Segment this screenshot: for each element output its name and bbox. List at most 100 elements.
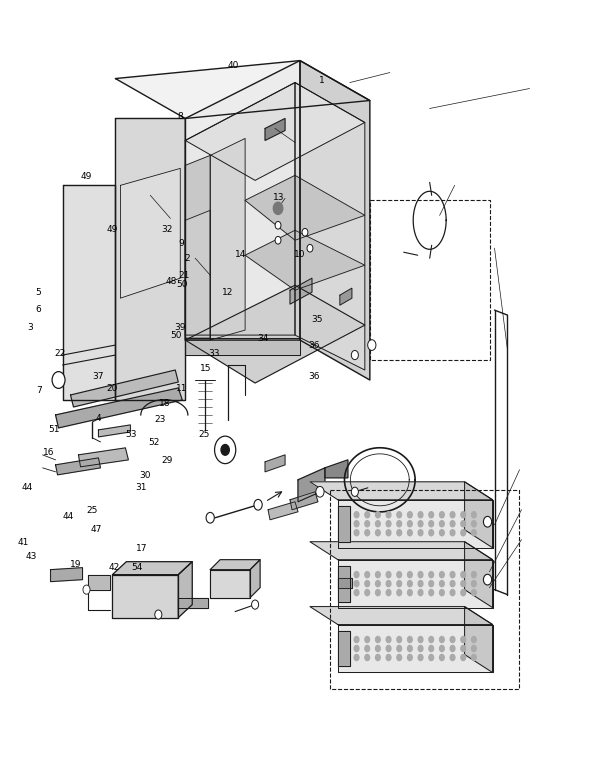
Polygon shape (300, 60, 370, 380)
Circle shape (418, 521, 423, 527)
Circle shape (440, 581, 444, 587)
Circle shape (354, 571, 359, 578)
Text: 20: 20 (106, 384, 117, 393)
Polygon shape (338, 565, 350, 601)
Polygon shape (210, 138, 245, 340)
Circle shape (375, 521, 380, 527)
Text: 50: 50 (171, 330, 182, 340)
Circle shape (408, 571, 412, 578)
Polygon shape (78, 448, 129, 467)
Text: 1: 1 (319, 76, 324, 86)
Circle shape (471, 636, 476, 643)
Circle shape (408, 646, 412, 652)
Circle shape (375, 571, 380, 578)
Circle shape (375, 581, 380, 587)
Circle shape (408, 654, 412, 660)
Circle shape (83, 585, 90, 594)
Circle shape (440, 646, 444, 652)
Text: 12: 12 (222, 288, 233, 297)
Text: 4: 4 (95, 414, 101, 423)
Circle shape (429, 636, 434, 643)
Polygon shape (464, 607, 493, 672)
Circle shape (429, 512, 434, 518)
Circle shape (440, 529, 444, 536)
Circle shape (52, 372, 65, 389)
Circle shape (461, 636, 466, 643)
Circle shape (397, 646, 402, 652)
Polygon shape (113, 575, 178, 617)
Circle shape (397, 581, 402, 587)
Polygon shape (55, 458, 100, 475)
Circle shape (386, 512, 391, 518)
Text: 8: 8 (178, 112, 183, 122)
Circle shape (429, 654, 434, 660)
Text: 2: 2 (185, 254, 190, 263)
Circle shape (386, 636, 391, 643)
Circle shape (354, 512, 359, 518)
Circle shape (408, 581, 412, 587)
Circle shape (450, 521, 455, 527)
Circle shape (215, 436, 236, 464)
Circle shape (429, 646, 434, 652)
Circle shape (408, 636, 412, 643)
Circle shape (251, 600, 258, 609)
Text: 47: 47 (90, 525, 102, 534)
Text: 34: 34 (257, 334, 268, 343)
Circle shape (440, 512, 444, 518)
Circle shape (365, 636, 369, 643)
Circle shape (354, 646, 359, 652)
Circle shape (450, 512, 455, 518)
Text: 15: 15 (200, 364, 211, 373)
Circle shape (418, 512, 423, 518)
Circle shape (440, 571, 444, 578)
Circle shape (221, 444, 230, 455)
Text: 36: 36 (308, 372, 319, 381)
Text: 18: 18 (159, 399, 170, 409)
Polygon shape (290, 278, 312, 304)
Polygon shape (210, 560, 260, 570)
Circle shape (408, 512, 412, 518)
Text: 10: 10 (294, 249, 305, 259)
Circle shape (354, 654, 359, 660)
Polygon shape (71, 370, 178, 407)
Text: 53: 53 (126, 430, 137, 439)
Polygon shape (338, 560, 493, 607)
Circle shape (386, 646, 391, 652)
Circle shape (375, 646, 380, 652)
Circle shape (368, 340, 376, 350)
Polygon shape (340, 288, 352, 305)
Circle shape (418, 571, 423, 578)
Polygon shape (338, 624, 493, 672)
Circle shape (397, 654, 402, 660)
Polygon shape (265, 455, 285, 472)
Text: 42: 42 (108, 563, 119, 571)
Circle shape (461, 646, 466, 652)
Polygon shape (185, 60, 300, 340)
Text: 25: 25 (198, 430, 209, 439)
Circle shape (429, 529, 434, 536)
Circle shape (450, 529, 455, 536)
Polygon shape (55, 388, 182, 428)
Circle shape (418, 581, 423, 587)
Circle shape (408, 521, 412, 527)
Circle shape (375, 512, 380, 518)
Text: 43: 43 (26, 552, 37, 561)
Polygon shape (290, 492, 318, 509)
Text: 40: 40 (228, 61, 239, 70)
Text: 44: 44 (22, 483, 33, 493)
Circle shape (471, 521, 476, 527)
Circle shape (386, 590, 391, 596)
Text: 23: 23 (154, 415, 166, 424)
Text: 25: 25 (87, 506, 98, 516)
Circle shape (375, 636, 380, 643)
Text: 9: 9 (179, 239, 184, 248)
Polygon shape (185, 83, 295, 335)
Circle shape (471, 512, 476, 518)
Circle shape (386, 654, 391, 660)
Polygon shape (51, 568, 83, 581)
Circle shape (440, 636, 444, 643)
Text: 11: 11 (176, 384, 188, 393)
Circle shape (440, 521, 444, 527)
Circle shape (471, 654, 476, 660)
Circle shape (408, 529, 412, 536)
